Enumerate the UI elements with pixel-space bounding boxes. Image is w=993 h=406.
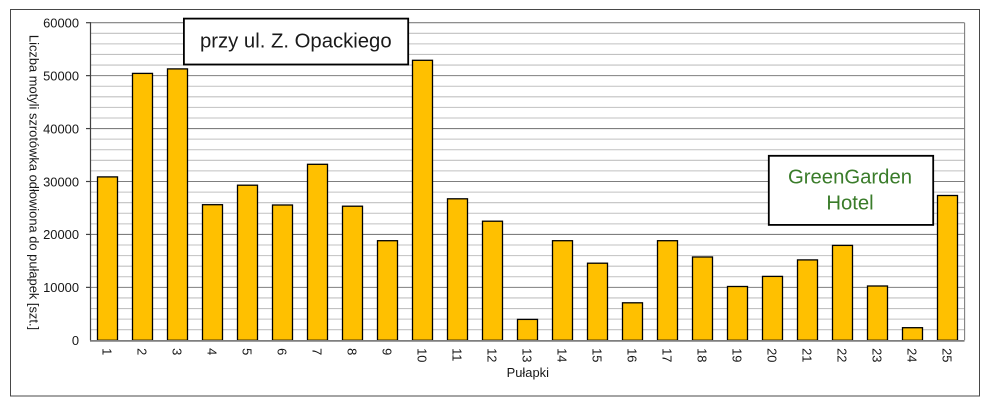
svg-text:2: 2 <box>135 348 150 355</box>
svg-text:15: 15 <box>590 348 605 362</box>
svg-text:18: 18 <box>695 348 710 362</box>
svg-text:20000: 20000 <box>43 227 79 242</box>
svg-text:5: 5 <box>240 348 255 355</box>
svg-text:9: 9 <box>380 348 395 355</box>
svg-text:21: 21 <box>800 348 815 362</box>
svg-text:16: 16 <box>625 348 640 362</box>
svg-text:40000: 40000 <box>43 121 79 136</box>
svg-text:1: 1 <box>100 348 115 355</box>
svg-text:22: 22 <box>835 348 850 362</box>
svg-text:25: 25 <box>940 348 955 362</box>
svg-text:7: 7 <box>310 348 325 355</box>
svg-text:Pułapki: Pułapki <box>507 365 549 380</box>
svg-text:12: 12 <box>485 348 500 362</box>
svg-text:30000: 30000 <box>43 174 79 189</box>
svg-text:6: 6 <box>275 348 290 355</box>
svg-text:13: 13 <box>520 348 535 362</box>
svg-text:Hotel: Hotel <box>826 193 873 215</box>
svg-text:50000: 50000 <box>43 68 79 83</box>
svg-text:3: 3 <box>170 348 185 355</box>
svg-text:11: 11 <box>450 348 465 361</box>
svg-text:60000: 60000 <box>43 16 79 31</box>
svg-text:14: 14 <box>555 348 570 362</box>
svg-text:10000: 10000 <box>43 280 79 295</box>
svg-text:8: 8 <box>345 348 360 355</box>
svg-text:0: 0 <box>72 333 79 348</box>
svg-text:20: 20 <box>765 348 780 362</box>
svg-text:17: 17 <box>660 348 675 362</box>
svg-text:10: 10 <box>415 348 430 362</box>
svg-text:przy ul. Z. Opackiego: przy ul. Z. Opackiego <box>200 31 392 53</box>
svg-text:Liczba motyli szrotówka odłowi: Liczba motyli szrotówka odłowiona do puł… <box>27 35 42 330</box>
svg-text:24: 24 <box>905 348 920 362</box>
svg-text:23: 23 <box>870 348 885 362</box>
svg-text:19: 19 <box>730 348 745 362</box>
svg-text:GreenGarden: GreenGarden <box>788 166 912 188</box>
svg-text:4: 4 <box>205 348 220 355</box>
